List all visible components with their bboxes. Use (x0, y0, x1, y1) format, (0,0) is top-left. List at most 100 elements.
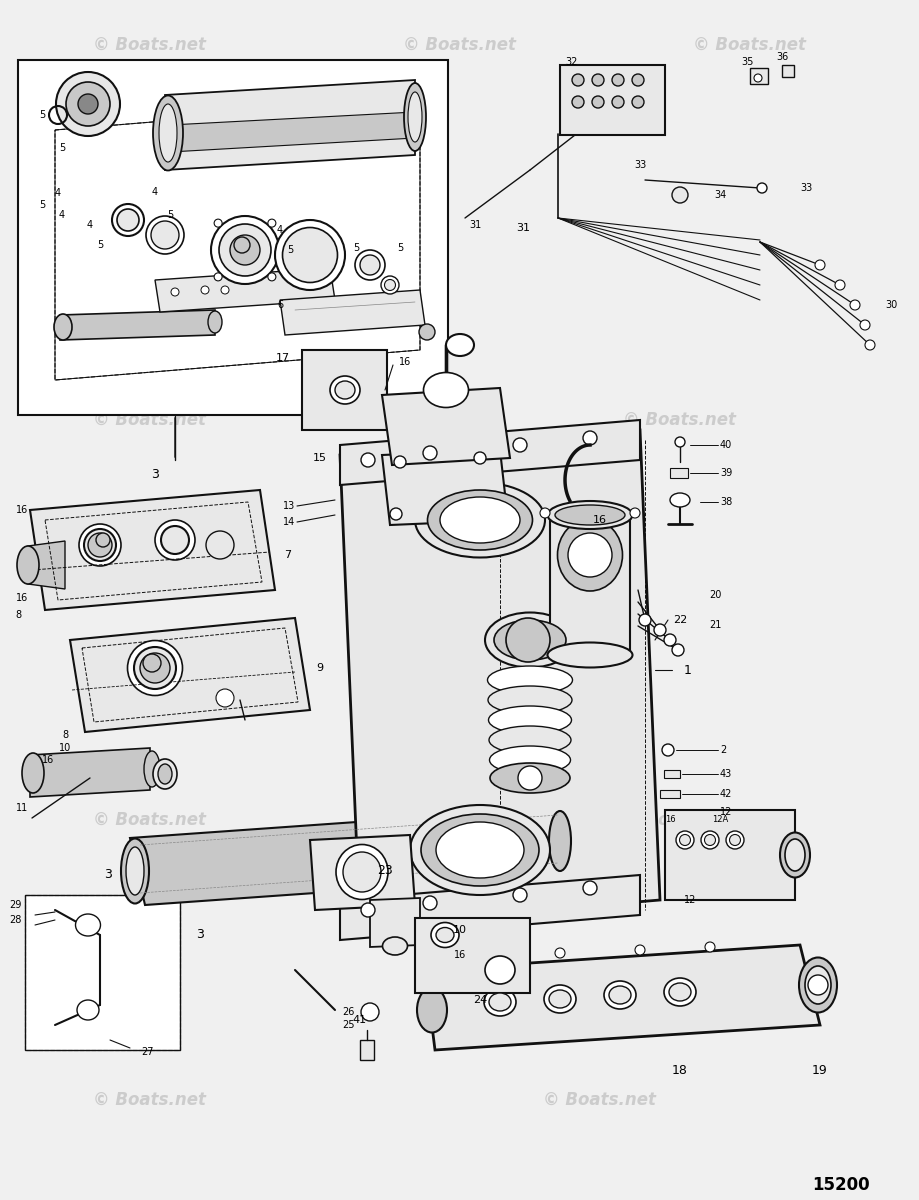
Bar (414, 918, 529, 994)
Ellipse shape (483, 988, 516, 1016)
Circle shape (756, 182, 766, 193)
Ellipse shape (416, 988, 447, 1032)
Text: 25: 25 (342, 1020, 355, 1030)
Text: 1: 1 (684, 664, 691, 677)
Circle shape (206, 530, 233, 559)
Ellipse shape (208, 311, 221, 332)
Text: 31: 31 (516, 223, 529, 233)
Ellipse shape (382, 937, 407, 955)
Text: 16: 16 (16, 505, 28, 515)
Circle shape (554, 948, 564, 958)
Ellipse shape (608, 986, 630, 1004)
Ellipse shape (355, 250, 384, 280)
Bar (669, 468, 687, 478)
Circle shape (631, 96, 643, 108)
Ellipse shape (121, 839, 149, 904)
Ellipse shape (430, 923, 459, 948)
Text: © Boats.net: © Boats.net (543, 1091, 656, 1109)
Circle shape (572, 74, 584, 86)
Text: 24: 24 (472, 995, 486, 1006)
Circle shape (583, 881, 596, 895)
Polygon shape (130, 808, 570, 905)
Ellipse shape (140, 653, 170, 683)
Text: 33: 33 (800, 182, 811, 193)
Text: 16: 16 (16, 593, 28, 602)
Text: 39: 39 (720, 468, 732, 478)
Circle shape (423, 896, 437, 910)
Ellipse shape (427, 490, 532, 550)
Ellipse shape (779, 833, 809, 877)
Text: 16: 16 (664, 816, 675, 824)
Circle shape (393, 456, 405, 468)
Circle shape (513, 438, 527, 452)
Ellipse shape (490, 763, 570, 793)
Text: 8: 8 (15, 610, 21, 620)
Ellipse shape (484, 612, 574, 667)
Circle shape (455, 953, 464, 962)
Bar (781, 65, 793, 77)
Text: 16: 16 (453, 950, 466, 960)
Text: 36: 36 (775, 52, 788, 62)
Text: 31: 31 (469, 220, 481, 230)
Ellipse shape (700, 830, 719, 850)
Text: 5: 5 (39, 200, 45, 210)
Ellipse shape (159, 104, 176, 162)
Ellipse shape (153, 758, 176, 790)
Ellipse shape (134, 647, 176, 689)
Ellipse shape (704, 834, 715, 846)
Bar (359, 1040, 374, 1060)
Bar (664, 770, 679, 778)
Ellipse shape (669, 493, 689, 506)
Text: 11: 11 (16, 803, 28, 814)
Ellipse shape (436, 822, 524, 878)
Bar (749, 68, 767, 84)
Polygon shape (425, 946, 819, 1050)
Text: 10: 10 (59, 743, 71, 754)
Text: 32: 32 (565, 56, 577, 67)
Circle shape (360, 902, 375, 917)
Text: 12A: 12A (711, 816, 727, 824)
Polygon shape (170, 112, 414, 152)
Ellipse shape (151, 221, 179, 248)
Ellipse shape (77, 1000, 99, 1020)
Text: 3: 3 (196, 929, 204, 942)
Ellipse shape (549, 811, 571, 871)
Bar (18, 60, 448, 415)
Circle shape (567, 533, 611, 577)
Ellipse shape (487, 686, 572, 714)
Ellipse shape (144, 751, 160, 787)
Ellipse shape (410, 805, 550, 895)
Ellipse shape (494, 620, 565, 660)
Ellipse shape (675, 830, 693, 850)
Text: © Boats.net: © Boats.net (94, 410, 206, 428)
Text: 5: 5 (39, 110, 45, 120)
Circle shape (611, 96, 623, 108)
Ellipse shape (17, 546, 39, 584)
Ellipse shape (335, 845, 388, 900)
Ellipse shape (679, 834, 690, 846)
Text: 23: 23 (377, 864, 392, 876)
Ellipse shape (543, 985, 575, 1013)
Circle shape (849, 300, 859, 310)
Text: 26: 26 (342, 1007, 355, 1018)
Text: 4: 4 (59, 210, 65, 220)
Circle shape (360, 452, 375, 467)
Text: 12: 12 (683, 895, 696, 905)
Ellipse shape (557, 518, 622, 590)
Text: 16: 16 (593, 515, 607, 526)
Ellipse shape (380, 276, 399, 294)
Circle shape (96, 533, 110, 547)
Circle shape (639, 614, 651, 626)
Circle shape (611, 74, 623, 86)
Ellipse shape (84, 529, 116, 560)
Text: 7: 7 (284, 550, 291, 560)
Text: 4: 4 (277, 226, 283, 235)
Ellipse shape (664, 978, 696, 1006)
Circle shape (423, 446, 437, 460)
Text: 15: 15 (312, 452, 326, 463)
Text: 13: 13 (282, 502, 295, 511)
Ellipse shape (487, 666, 572, 694)
Ellipse shape (158, 764, 172, 784)
Circle shape (859, 320, 869, 330)
Text: 20: 20 (708, 590, 720, 600)
